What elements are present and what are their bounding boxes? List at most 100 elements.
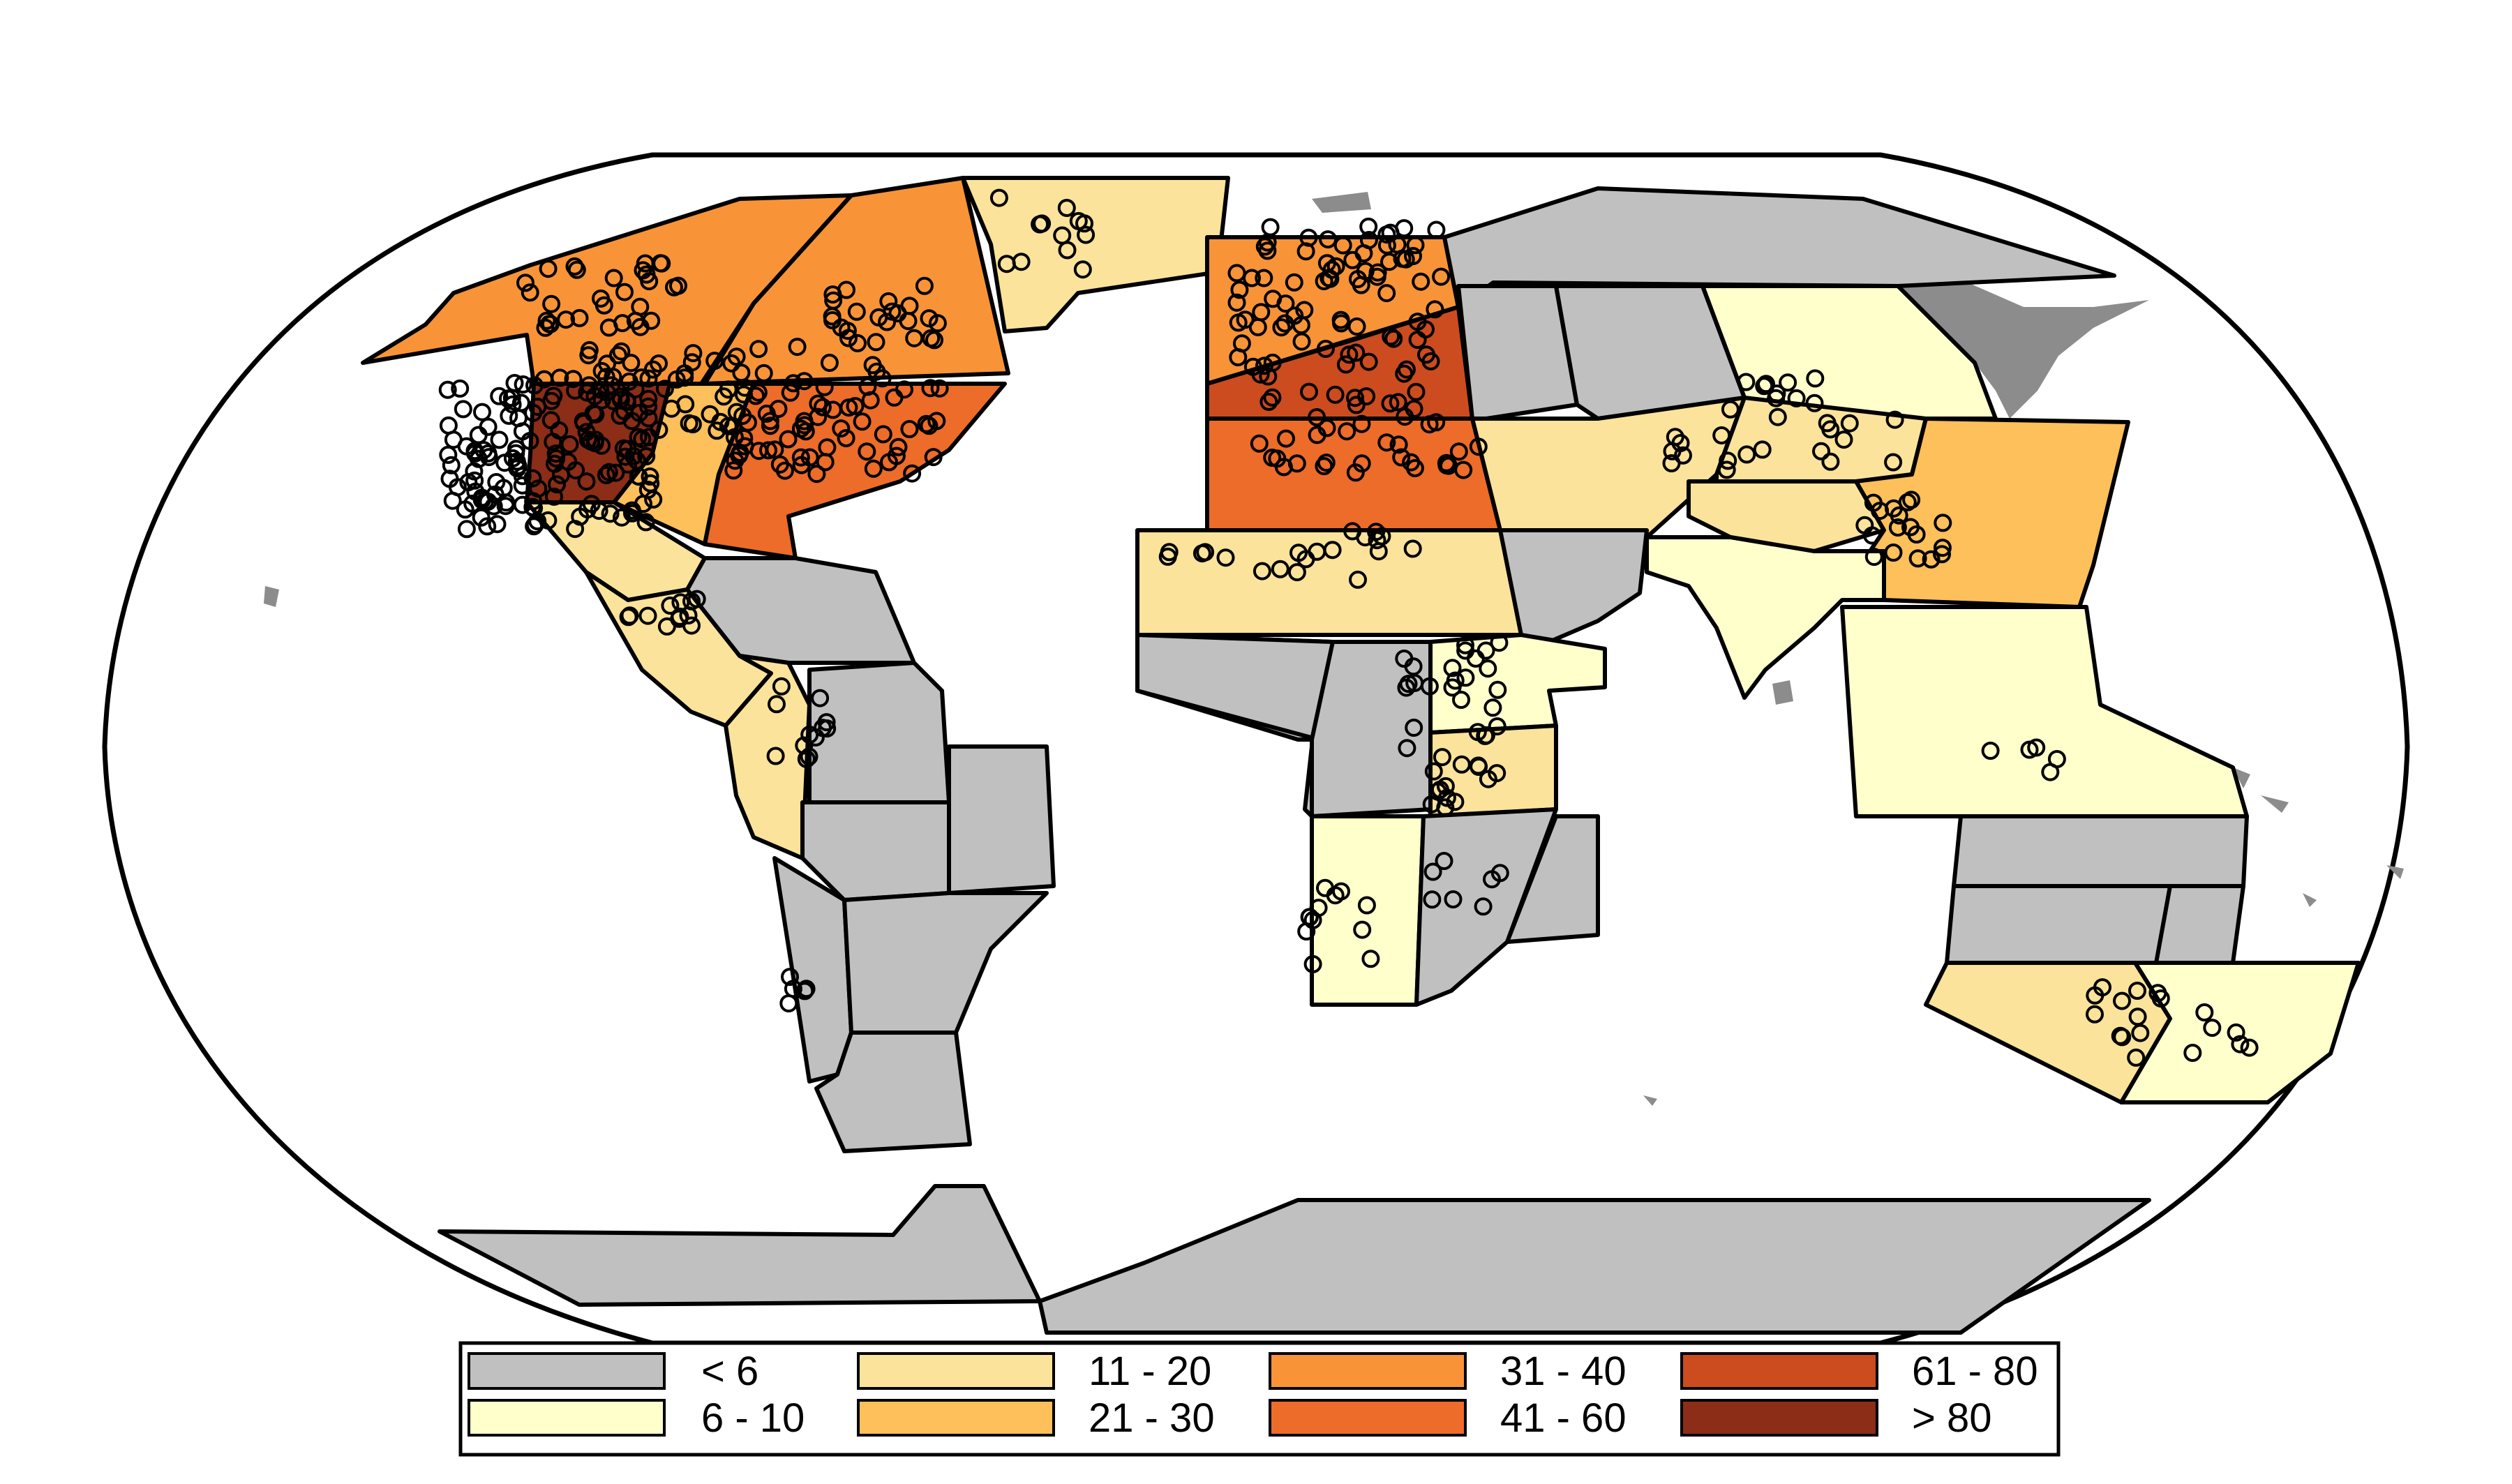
station-markers bbox=[438, 188, 2259, 1067]
station-marker bbox=[612, 342, 631, 361]
station-marker bbox=[807, 465, 826, 484]
station-marker bbox=[1388, 235, 1407, 254]
station-marker bbox=[800, 747, 818, 766]
station-marker bbox=[439, 445, 458, 464]
station-marker bbox=[1384, 329, 1403, 348]
station-marker bbox=[1322, 260, 1341, 279]
station-marker bbox=[1361, 950, 1380, 968]
station-marker bbox=[1435, 852, 1453, 870]
station-marker bbox=[930, 379, 949, 398]
station-marker bbox=[733, 407, 752, 425]
station-marker bbox=[800, 726, 819, 744]
region-east-north-america bbox=[703, 382, 1007, 560]
station-marker bbox=[560, 435, 579, 454]
station-marker bbox=[848, 333, 867, 352]
station-marker bbox=[1346, 389, 1364, 407]
divider-au-1 bbox=[2154, 885, 2172, 964]
station-marker bbox=[1812, 442, 1830, 460]
legend-swatch-c2 bbox=[468, 1399, 666, 1437]
station-marker bbox=[604, 368, 622, 387]
station-marker bbox=[1483, 870, 1501, 889]
station-marker bbox=[1779, 373, 1797, 392]
station-marker bbox=[1436, 798, 1455, 817]
station-marker bbox=[662, 399, 681, 418]
station-marker bbox=[1232, 334, 1251, 353]
region-caribbean bbox=[685, 556, 916, 665]
station-marker bbox=[1428, 782, 1447, 801]
station-marker bbox=[611, 387, 629, 406]
station-marker bbox=[1336, 355, 1355, 374]
station-marker bbox=[586, 405, 605, 424]
legend-swatch-c3 bbox=[857, 1352, 1055, 1390]
station-marker bbox=[1884, 544, 1903, 562]
station-marker bbox=[1922, 550, 1941, 569]
station-marker bbox=[1316, 340, 1335, 358]
land-sri-lanka bbox=[1772, 680, 1793, 705]
station-marker bbox=[708, 421, 726, 440]
station-marker bbox=[772, 677, 791, 696]
station-marker bbox=[1864, 548, 1883, 567]
station-marker bbox=[1338, 422, 1356, 441]
station-marker bbox=[809, 407, 828, 426]
land-pacific-isle-4 bbox=[2386, 865, 2404, 879]
station-marker bbox=[684, 344, 703, 363]
station-marker bbox=[516, 273, 534, 292]
station-marker bbox=[1898, 493, 1917, 511]
station-marker bbox=[1347, 396, 1366, 414]
station-marker bbox=[788, 338, 807, 357]
station-marker bbox=[1261, 218, 1280, 237]
station-marker bbox=[997, 255, 1016, 273]
station-marker bbox=[1717, 460, 1736, 479]
station-marker bbox=[905, 329, 924, 347]
station-marker bbox=[735, 429, 754, 447]
station-marker bbox=[488, 515, 507, 534]
station-marker bbox=[2183, 1044, 2202, 1062]
legend-swatch-c8 bbox=[1680, 1399, 1878, 1437]
station-marker bbox=[590, 502, 608, 520]
station-marker bbox=[513, 422, 532, 441]
station-marker bbox=[1468, 723, 1487, 742]
station-marker bbox=[513, 476, 532, 495]
station-marker bbox=[457, 520, 476, 539]
land-indian-isle bbox=[1643, 1095, 1657, 1106]
station-marker bbox=[521, 283, 539, 302]
station-marker bbox=[1359, 217, 1378, 236]
station-marker bbox=[1420, 415, 1439, 434]
station-marker bbox=[813, 398, 832, 417]
station-marker bbox=[626, 380, 645, 398]
station-marker bbox=[540, 315, 559, 333]
station-marker bbox=[1326, 385, 1345, 404]
station-marker bbox=[1417, 345, 1435, 364]
station-marker bbox=[1296, 242, 1315, 261]
station-marker bbox=[883, 302, 902, 321]
station-marker bbox=[779, 430, 798, 449]
legend-label-c2: 6 - 10 bbox=[701, 1395, 805, 1441]
station-marker bbox=[1737, 373, 1756, 391]
station-marker bbox=[2240, 1038, 2259, 1057]
station-marker bbox=[1933, 539, 1952, 557]
station-marker bbox=[2027, 738, 2046, 757]
divider-na-1 bbox=[703, 302, 756, 385]
station-marker bbox=[2093, 978, 2111, 997]
station-marker bbox=[1933, 545, 1951, 564]
station-marker bbox=[1840, 414, 1859, 433]
station-marker bbox=[1805, 394, 1824, 412]
station-marker bbox=[1346, 463, 1365, 482]
station-marker bbox=[1227, 264, 1246, 283]
station-marker bbox=[837, 429, 855, 447]
station-marker bbox=[899, 312, 918, 331]
region-south-asia bbox=[1645, 535, 1886, 700]
station-marker bbox=[1476, 726, 1495, 744]
station-marker bbox=[784, 374, 802, 393]
station-marker bbox=[1721, 400, 1740, 419]
station-marker bbox=[567, 260, 586, 279]
station-marker bbox=[473, 403, 491, 421]
station-marker bbox=[675, 364, 694, 383]
station-marker bbox=[1343, 522, 1362, 541]
station-marker bbox=[2227, 1023, 2245, 1042]
station-marker bbox=[1420, 677, 1439, 696]
station-marker bbox=[759, 441, 777, 460]
land-pacific-isle-5 bbox=[2303, 893, 2317, 907]
station-marker bbox=[1753, 440, 1772, 459]
station-marker bbox=[732, 363, 751, 382]
